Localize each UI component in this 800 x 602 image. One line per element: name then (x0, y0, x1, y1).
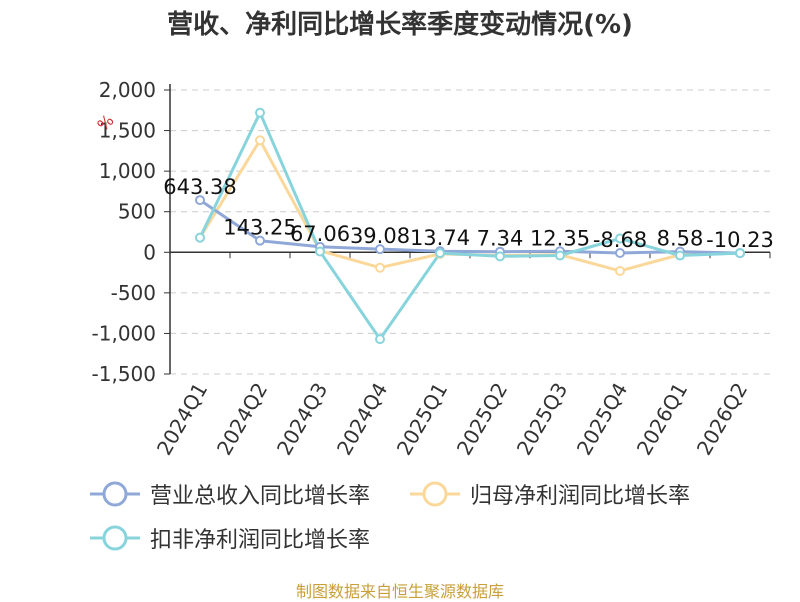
series-points (195, 107, 745, 345)
x-tick-label: 2026Q1 (632, 379, 692, 460)
data-point (555, 250, 565, 261)
data-point (375, 334, 385, 345)
data-point (615, 247, 625, 258)
y-axis-ticks: 2,000 1,500 1,000 500 0 -500 -1,000 -1,500 (92, 78, 170, 386)
y-tick-label: -1,000 (92, 321, 156, 345)
grid-lines (170, 89, 770, 375)
data-label: 8.58 (657, 227, 704, 251)
data-point (495, 251, 505, 262)
data-point (675, 250, 685, 261)
x-tick-label: 2025Q2 (452, 379, 512, 460)
series-line (199, 198, 741, 255)
data-label: 12.35 (530, 226, 590, 250)
y-tick-label: 1,500 (99, 119, 156, 143)
x-tick-label: 2024Q2 (212, 379, 272, 460)
data-point (195, 195, 205, 206)
data-label: -10.23 (706, 228, 774, 252)
y-tick-label: -1,500 (92, 362, 156, 386)
y-tick-label: -500 (111, 281, 156, 305)
data-label: 7.34 (477, 227, 524, 251)
x-tick-label: 2024Q4 (332, 379, 392, 460)
data-point (375, 244, 385, 255)
legend-item-deducted-net-profit[interactable]: 扣非净利润同比增长率 (88, 522, 370, 554)
data-point (615, 233, 625, 244)
data-label: 143.25 (223, 216, 296, 240)
legend-marker-icon (410, 481, 460, 507)
x-axis-ticks: 2024Q1 2024Q2 2024Q3 2024Q4 2025Q1 2025Q2 2025… (152, 252, 771, 460)
data-label: -8.68 (593, 228, 647, 252)
y-tick-label: 1,000 (99, 159, 156, 183)
data-point (255, 235, 265, 246)
data-point (315, 246, 325, 257)
x-tick-label: 2026Q2 (692, 379, 752, 460)
y-tick-label: 2,000 (99, 78, 156, 102)
legend-item-net-profit[interactable]: 归母净利润同比增长率 (408, 478, 690, 510)
data-point (435, 248, 445, 259)
data-point (255, 135, 265, 146)
legend-label: 扣非净利润同比增长率 (150, 528, 371, 553)
x-tick-label: 2024Q1 (152, 379, 212, 460)
legend-marker-icon (90, 525, 140, 551)
series-lines (198, 111, 741, 341)
legend-label: 归母净利润同比增长率 (470, 484, 691, 509)
x-tick-label: 2025Q4 (572, 379, 632, 460)
data-label: 13.74 (410, 226, 470, 250)
x-tick-label: 2025Q1 (392, 379, 452, 460)
data-point (195, 232, 205, 243)
data-label: 67.06 (290, 222, 350, 246)
data-point (255, 107, 265, 118)
legend-item-revenue[interactable]: 营业总收入同比增长率 (88, 478, 370, 510)
data-label: 39.08 (350, 224, 410, 248)
legend-label: 营业总收入同比增长率 (150, 484, 371, 509)
y-tick-label: 0 (143, 240, 156, 264)
data-point (375, 262, 385, 273)
y-tick-label: 500 (118, 200, 156, 224)
chart-title: 营收、净利同比增长率季度变动情况(%) (167, 10, 633, 40)
x-tick-label: 2025Q3 (512, 379, 572, 460)
data-point (735, 248, 745, 259)
data-label: 643.38 (163, 175, 236, 199)
data-point (615, 265, 625, 276)
series-line (198, 111, 741, 341)
source-note: 制图数据来自恒生聚源数据库 (295, 582, 504, 601)
legend-marker-icon (90, 481, 140, 507)
x-tick-label: 2024Q3 (272, 379, 332, 460)
